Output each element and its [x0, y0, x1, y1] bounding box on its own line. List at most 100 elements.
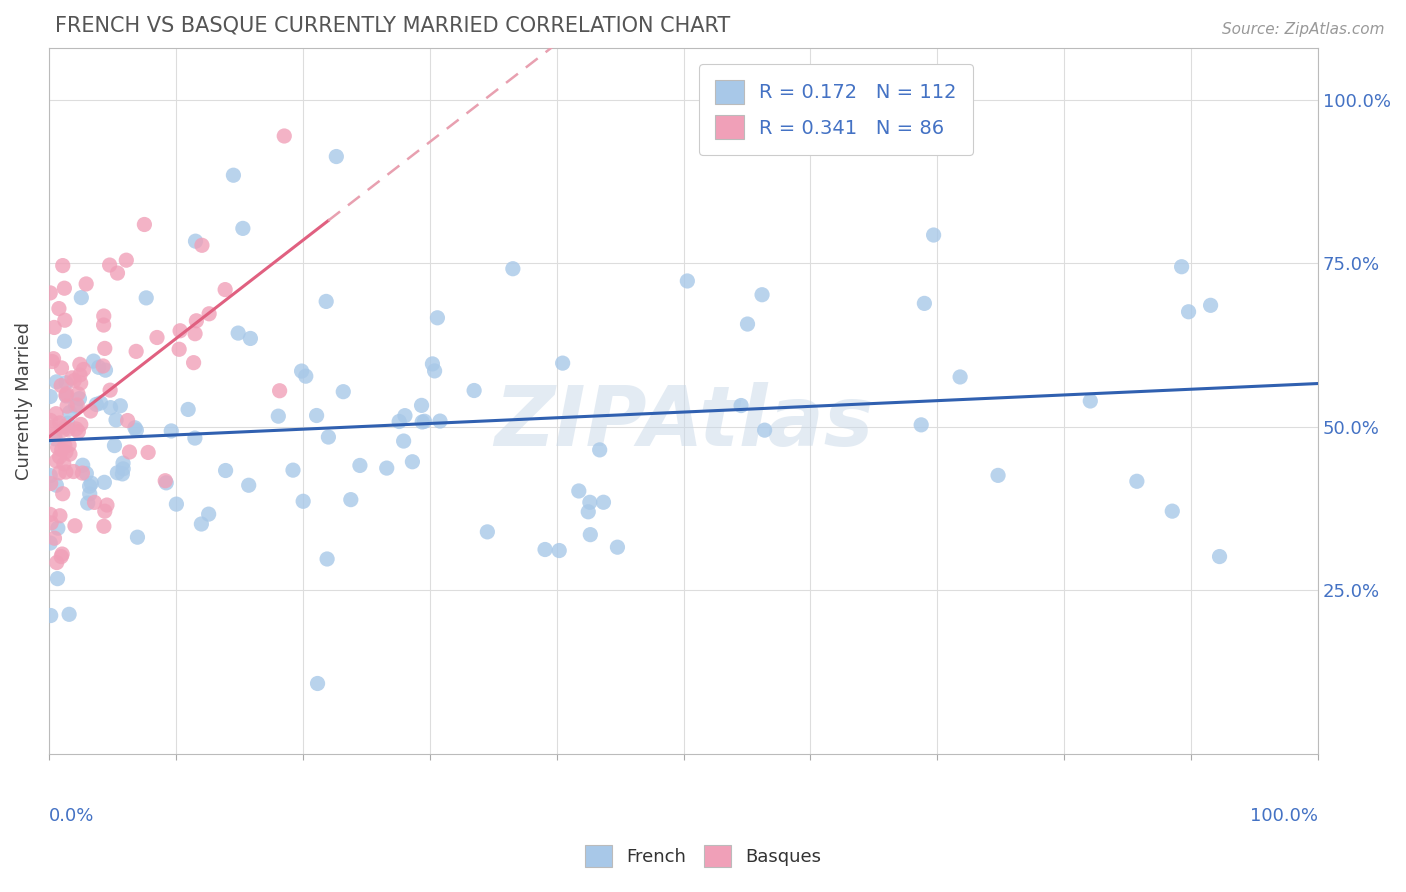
Point — [39, 390, 62, 404]
Point — [55, 376, 77, 390]
Text: Source: ZipAtlas.com: Source: ZipAtlas.com — [1222, 22, 1385, 37]
Point — [65, 422, 87, 436]
Point — [112, 462, 135, 476]
Point — [184, 326, 207, 341]
Point — [589, 442, 612, 457]
Point — [76, 496, 98, 510]
Point — [46, 521, 69, 535]
Point — [340, 492, 363, 507]
Point — [94, 363, 117, 377]
Point — [912, 296, 935, 310]
Point — [134, 218, 156, 232]
Point — [177, 402, 200, 417]
Point — [63, 518, 86, 533]
Point — [239, 331, 262, 345]
Point — [413, 414, 436, 428]
Point — [423, 364, 446, 378]
Point — [1078, 394, 1101, 409]
Point — [155, 474, 177, 488]
Point — [69, 376, 91, 390]
Point — [107, 266, 129, 280]
Point — [1126, 475, 1149, 489]
Point — [1208, 549, 1230, 564]
Point — [84, 397, 107, 411]
Point — [422, 357, 444, 371]
Point — [44, 427, 66, 442]
Point — [79, 479, 101, 493]
Point — [75, 467, 97, 481]
Point — [411, 398, 433, 412]
Point — [124, 421, 146, 435]
Point — [318, 430, 340, 444]
Point — [281, 463, 304, 477]
Point — [59, 405, 82, 419]
Point — [58, 607, 80, 622]
Point — [72, 458, 94, 473]
Point — [39, 508, 62, 522]
Point — [55, 388, 77, 402]
Point — [66, 398, 89, 412]
Point — [754, 423, 776, 437]
Point — [94, 342, 117, 356]
Point — [72, 362, 94, 376]
Point — [1177, 305, 1199, 319]
Point — [184, 431, 207, 445]
Point — [44, 320, 66, 334]
Point — [316, 552, 339, 566]
Point — [111, 467, 134, 481]
Point — [922, 227, 945, 242]
Point — [45, 478, 67, 492]
Point — [1199, 298, 1222, 312]
Point — [39, 468, 62, 483]
Point — [70, 291, 93, 305]
Text: ZIPAtlas: ZIPAtlas — [494, 382, 873, 463]
Point — [51, 547, 73, 561]
Point — [273, 128, 295, 143]
Point — [112, 456, 135, 470]
Point — [66, 386, 89, 401]
Point — [44, 531, 66, 545]
Y-axis label: Currently Married: Currently Married — [15, 322, 32, 480]
Point — [53, 281, 76, 295]
Point — [93, 309, 115, 323]
Point — [51, 360, 73, 375]
Point — [267, 409, 290, 424]
Point — [183, 356, 205, 370]
Point — [69, 392, 91, 406]
Point — [72, 466, 94, 480]
Point — [69, 417, 91, 432]
Legend: R = 0.172   N = 112, R = 0.341   N = 86: R = 0.172 N = 112, R = 0.341 N = 86 — [699, 64, 973, 154]
Point — [110, 399, 132, 413]
Point — [198, 307, 221, 321]
Point — [41, 354, 63, 368]
Point — [83, 495, 105, 509]
Point — [429, 414, 451, 428]
Point — [305, 409, 328, 423]
Point — [69, 368, 91, 382]
Point — [214, 283, 236, 297]
Point — [80, 476, 103, 491]
Point — [238, 478, 260, 492]
Point — [93, 318, 115, 332]
Point — [1161, 504, 1184, 518]
Point — [226, 326, 249, 340]
Point — [45, 407, 67, 421]
Point — [411, 415, 433, 429]
Point — [39, 536, 62, 550]
Point — [910, 417, 932, 432]
Point — [79, 404, 101, 418]
Point — [155, 475, 177, 490]
Point — [52, 457, 75, 471]
Point — [105, 413, 128, 427]
Point — [191, 238, 214, 252]
Point — [52, 423, 75, 437]
Point — [548, 543, 571, 558]
Point — [93, 475, 115, 490]
Point — [135, 291, 157, 305]
Point — [477, 524, 499, 539]
Point — [98, 383, 121, 397]
Point — [392, 434, 415, 448]
Text: FRENCH VS BASQUE CURRENTLY MARRIED CORRELATION CHART: FRENCH VS BASQUE CURRENTLY MARRIED CORRE… — [55, 15, 731, 35]
Point — [48, 466, 70, 480]
Point — [167, 343, 190, 357]
